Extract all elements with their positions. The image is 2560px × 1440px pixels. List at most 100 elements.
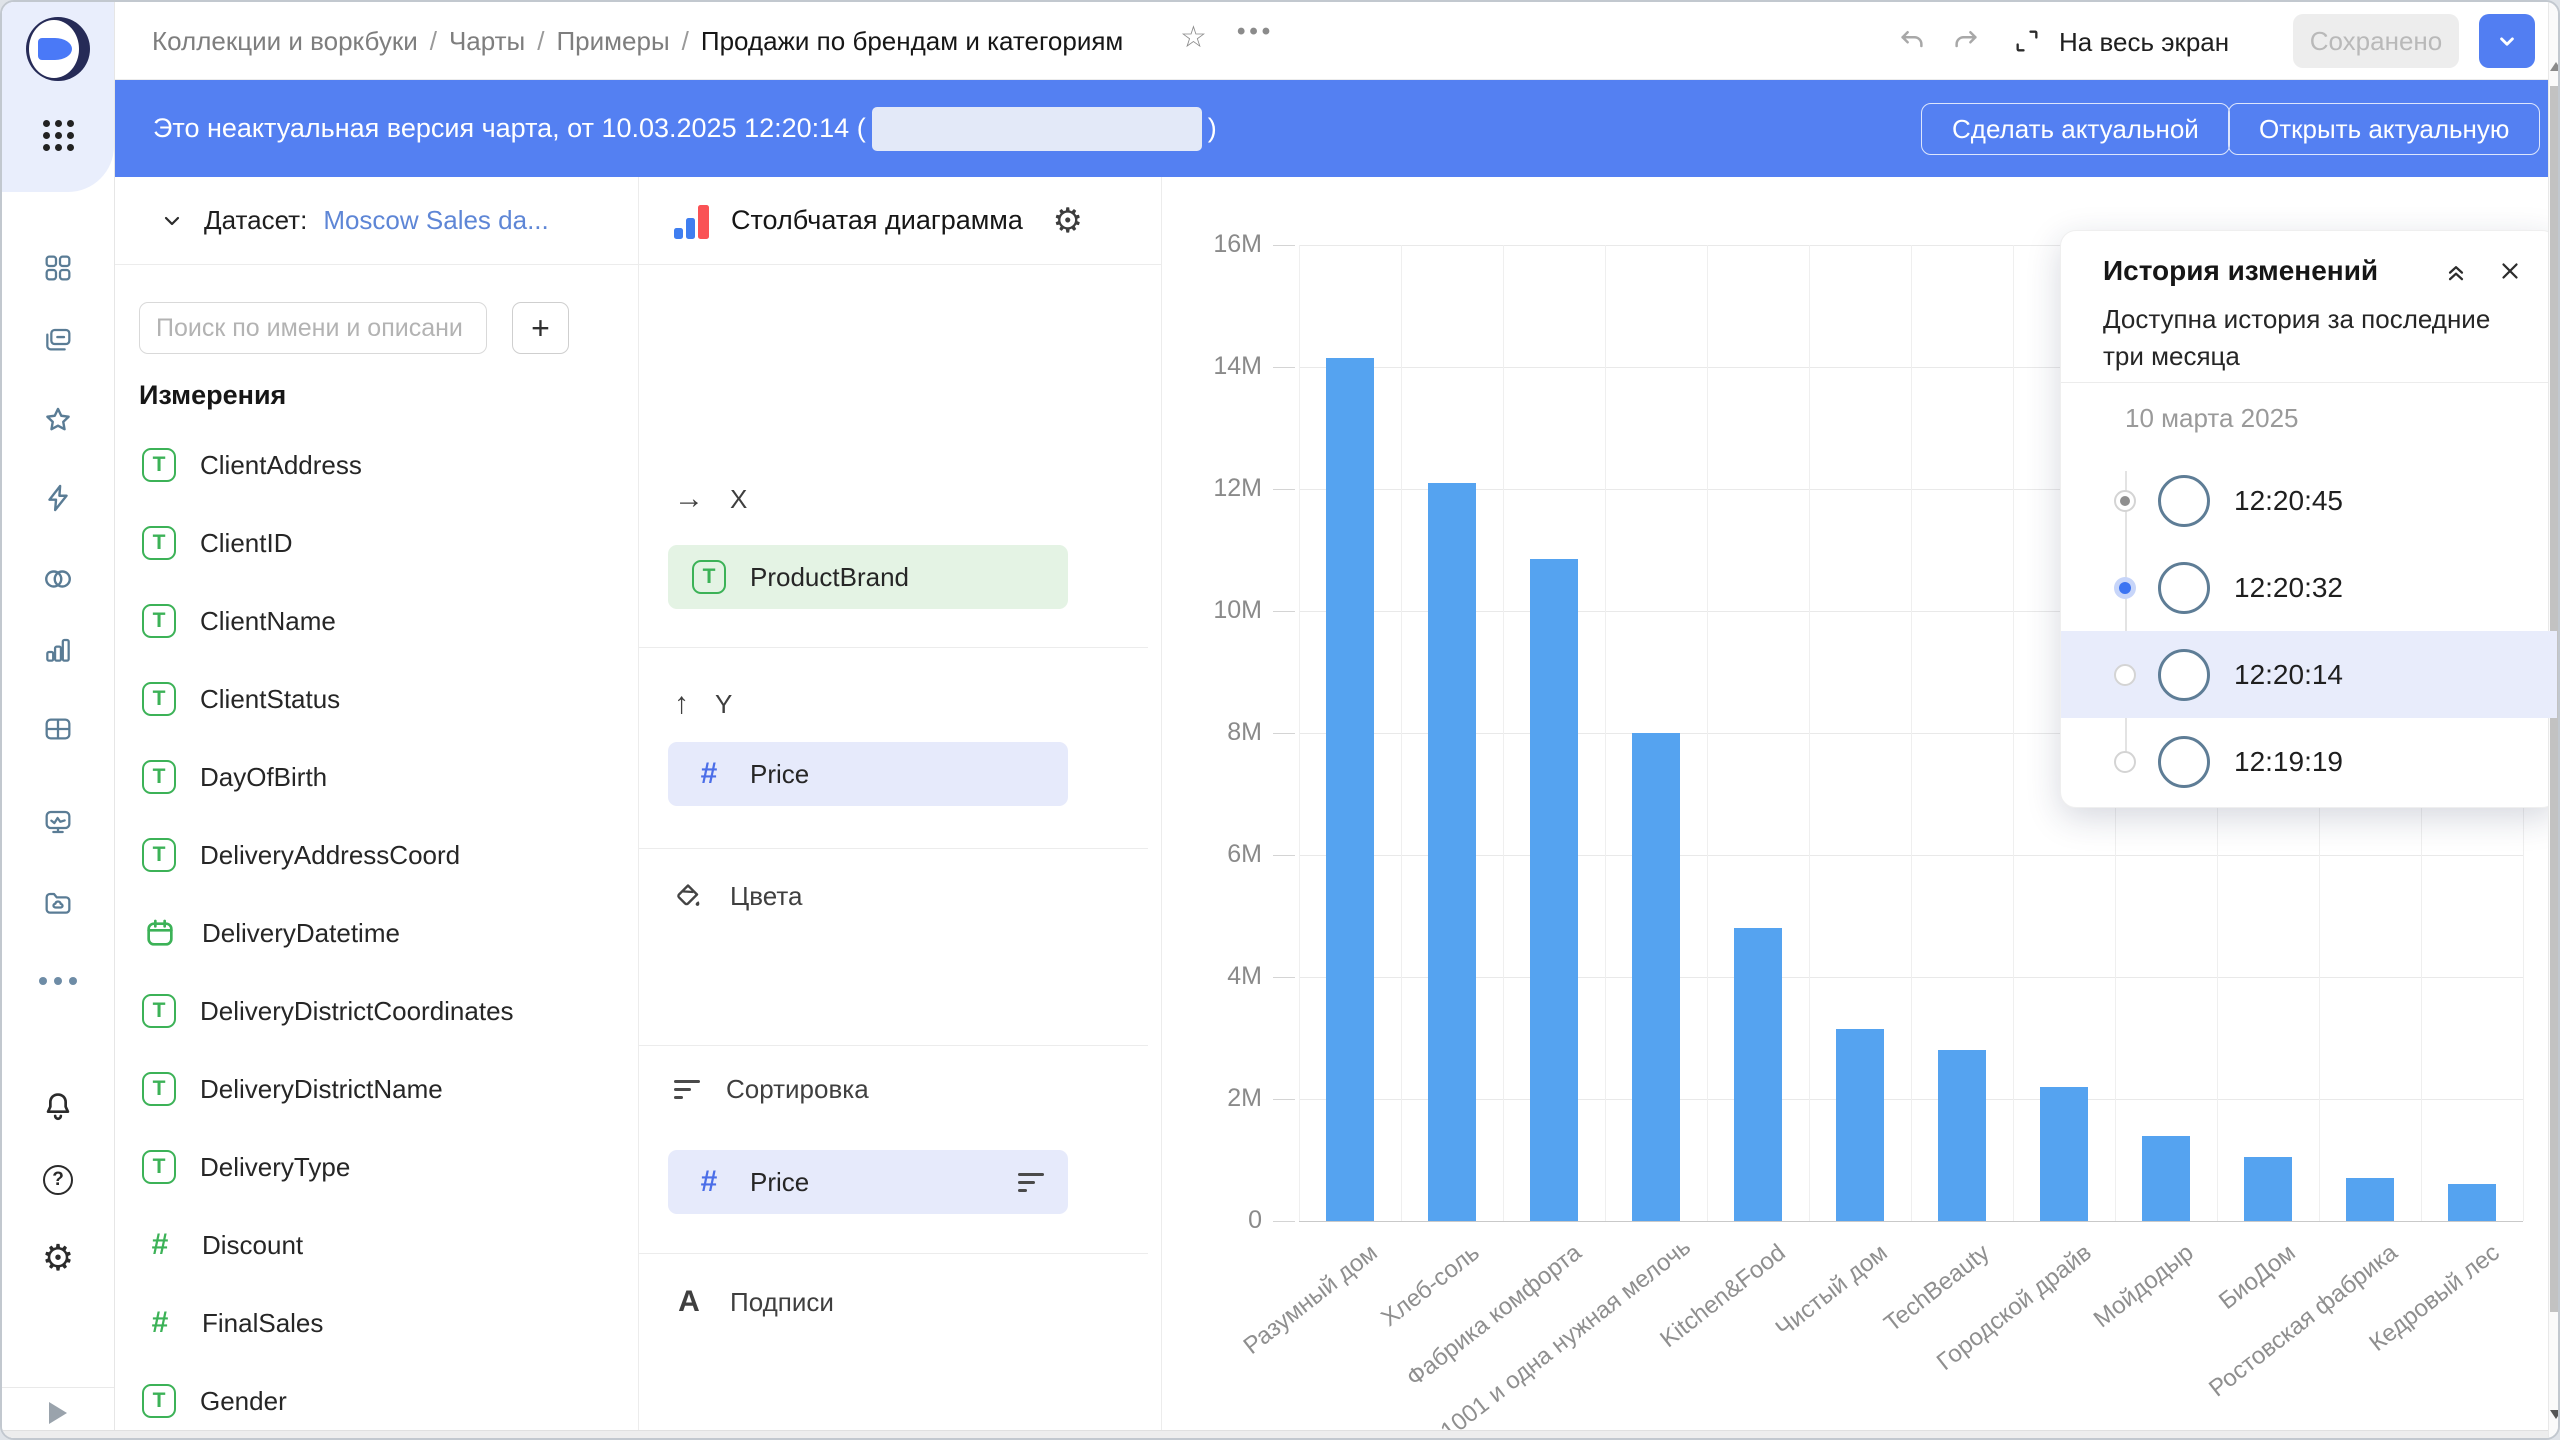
gridline-x	[1503, 245, 1504, 1221]
dataset-field-DeliveryDistrictCoordinates[interactable]: T DeliveryDistrictCoordinates	[115, 972, 585, 1050]
history-entry-12:20:32[interactable]: 12:20:32	[2061, 544, 2557, 631]
open-actual-button[interactable]: Открыть актуальную	[2228, 103, 2541, 155]
apps-grid-icon[interactable]	[2, 120, 114, 151]
dataset-field-DeliveryAddressCoord[interactable]: T DeliveryAddressCoord	[115, 816, 585, 894]
logo-lens	[38, 38, 72, 60]
dataset-field-DayOfBirth[interactable]: T DayOfBirth	[115, 738, 585, 816]
favorites-icon[interactable]	[2, 403, 114, 437]
monitoring-icon[interactable]	[2, 806, 114, 838]
y-axis-label: 4M	[1227, 962, 1262, 990]
chart-bar-Ростовская фабрика[interactable]	[2346, 1178, 2394, 1221]
dataset-field-ClientAddress[interactable]: T ClientAddress	[115, 426, 585, 504]
y-axis-arrow-icon: ↑	[674, 687, 689, 720]
scroll-down-arrow[interactable]	[2550, 1410, 2558, 1419]
chart-settings-gear-icon[interactable]: ⚙	[1052, 201, 1083, 240]
history-timeline	[2125, 471, 2127, 771]
dashboards-icon[interactable]	[2, 252, 114, 284]
undo-icon[interactable]	[1897, 26, 1927, 56]
sort-direction-icon[interactable]	[1018, 1172, 1044, 1192]
charts-icon[interactable]	[2, 634, 114, 666]
author-avatar	[2158, 474, 2210, 527]
dataset-field-ClientName[interactable]: T ClientName	[115, 582, 585, 660]
notifications-bell-icon[interactable]	[2, 1090, 114, 1124]
datalens-logo-icon[interactable]	[26, 17, 90, 81]
chart-bar-Разумный дом[interactable]	[1326, 358, 1374, 1221]
breadcrumb-examples[interactable]: Примеры	[556, 26, 670, 56]
dataset-field-DeliveryDistrictName[interactable]: T DeliveryDistrictName	[115, 1050, 585, 1128]
dataset-header: Датасет: Moscow Sales da...	[115, 177, 638, 265]
collections-icon[interactable]	[2, 324, 114, 356]
version-radio[interactable]	[2114, 489, 2136, 512]
favorite-star-icon[interactable]: ☆	[1180, 21, 1207, 54]
x-section-text: X	[730, 483, 748, 514]
connections-icon[interactable]	[2, 562, 114, 596]
chart-bar-Чистый дом[interactable]	[1836, 1029, 1884, 1221]
dataset-field-Discount[interactable]: # Discount	[115, 1206, 585, 1284]
gridline-x	[2013, 245, 2014, 1221]
y-tick	[1273, 977, 1295, 978]
dataset-field-Gender[interactable]: T Gender	[115, 1362, 585, 1430]
chart-bar-Фабрика комфорта[interactable]	[1530, 559, 1578, 1221]
functions-icon[interactable]	[2, 481, 114, 515]
fullscreen-icon[interactable]	[2013, 27, 2041, 55]
chart-bar-Городской драйв[interactable]	[2040, 1087, 2088, 1221]
y-section-text: Y	[715, 688, 733, 719]
redo-icon[interactable]	[1951, 26, 1981, 56]
expand-panel-icon[interactable]	[2, 1402, 114, 1424]
field-name: FinalSales	[202, 1307, 324, 1338]
chart-type-title[interactable]: Столбчатая диаграмма	[731, 205, 1023, 235]
dataset-panel: Датасет: Moscow Sales da... + Измерения …	[115, 177, 639, 1430]
help-icon[interactable]: ?	[2, 1165, 114, 1195]
dataset-field-FinalSales[interactable]: # FinalSales	[115, 1284, 585, 1362]
fullscreen-label[interactable]: На весь экран	[2059, 27, 2230, 57]
chevron-down-icon[interactable]	[160, 209, 184, 233]
history-entry-12:20:45[interactable]: 12:20:45	[2061, 457, 2557, 544]
chart-bar-1001 и одна нужная мелочь[interactable]	[1632, 733, 1680, 1221]
sort-section-label: Сортировка	[674, 1063, 869, 1115]
chart-bar-TechBeauty[interactable]	[1938, 1050, 1986, 1221]
chart-bar-Kitchen&Food[interactable]	[1734, 928, 1782, 1221]
x-field-pill[interactable]: T ProductBrand	[668, 545, 1068, 609]
chart-bar-Мойдодыр[interactable]	[2142, 1136, 2190, 1221]
breadcrumb-charts[interactable]: Чарты	[448, 26, 526, 56]
y-section-label: ↑ Y	[674, 678, 732, 730]
saved-button[interactable]: Сохранено	[2293, 14, 2459, 68]
left-icon-rail: ? ⚙	[2, 2, 115, 1438]
x-field-name: ProductBrand	[750, 561, 909, 592]
chart-bar-Кедровый лес[interactable]	[2448, 1184, 2496, 1221]
more-menu-icon[interactable]: •••	[1237, 18, 1275, 45]
tables-icon[interactable]	[2, 713, 114, 745]
chart-bar-БиоДом[interactable]	[2244, 1157, 2292, 1221]
dataset-field-ClientStatus[interactable]: T ClientStatus	[115, 660, 585, 738]
settings-gear-icon[interactable]: ⚙	[41, 1237, 75, 1278]
dataset-field-DeliveryType[interactable]: T DeliveryType	[115, 1128, 585, 1206]
dataset-name-link[interactable]: Moscow Sales da...	[323, 205, 549, 235]
scroll-up-arrow[interactable]	[2550, 62, 2558, 71]
close-icon[interactable]	[2497, 258, 2523, 284]
version-radio[interactable]	[2114, 663, 2136, 686]
horizontal-scrollbar[interactable]	[2, 1430, 2548, 1438]
save-dropdown-button[interactable]	[2479, 14, 2535, 68]
dataset-field-ClientID[interactable]: T ClientID	[115, 504, 585, 582]
add-field-button[interactable]: +	[512, 302, 569, 354]
dataset-field-DeliveryDatetime[interactable]: DeliveryDatetime	[115, 894, 585, 972]
history-entry-12:19:19[interactable]: 12:19:19	[2061, 718, 2557, 805]
sort-field-pill[interactable]: # Price	[668, 1150, 1068, 1214]
more-icon[interactable]	[2, 977, 114, 985]
x-section-label: → X	[674, 473, 747, 525]
make-actual-button[interactable]: Сделать актуальной	[1921, 103, 2230, 155]
history-entry-12:20:14[interactable]: 12:20:14	[2061, 631, 2557, 718]
number-field-icon: #	[700, 1165, 718, 1198]
breadcrumb-collections[interactable]: Коллекции и воркбуки	[152, 26, 418, 56]
y-field-pill[interactable]: # Price	[668, 742, 1068, 806]
y-axis-label: 10M	[1213, 596, 1262, 624]
section-divider	[639, 848, 1148, 849]
collapse-panel-icon[interactable]	[2443, 258, 2469, 284]
storage-icon[interactable]	[2, 888, 114, 920]
version-radio[interactable]	[2114, 576, 2136, 599]
search-input[interactable]	[139, 302, 487, 354]
text-field-icon: T	[142, 1072, 176, 1106]
version-time: 12:20:45	[2234, 484, 2343, 516]
chart-bar-Хлеб-соль[interactable]	[1428, 483, 1476, 1221]
version-radio[interactable]	[2114, 750, 2136, 773]
